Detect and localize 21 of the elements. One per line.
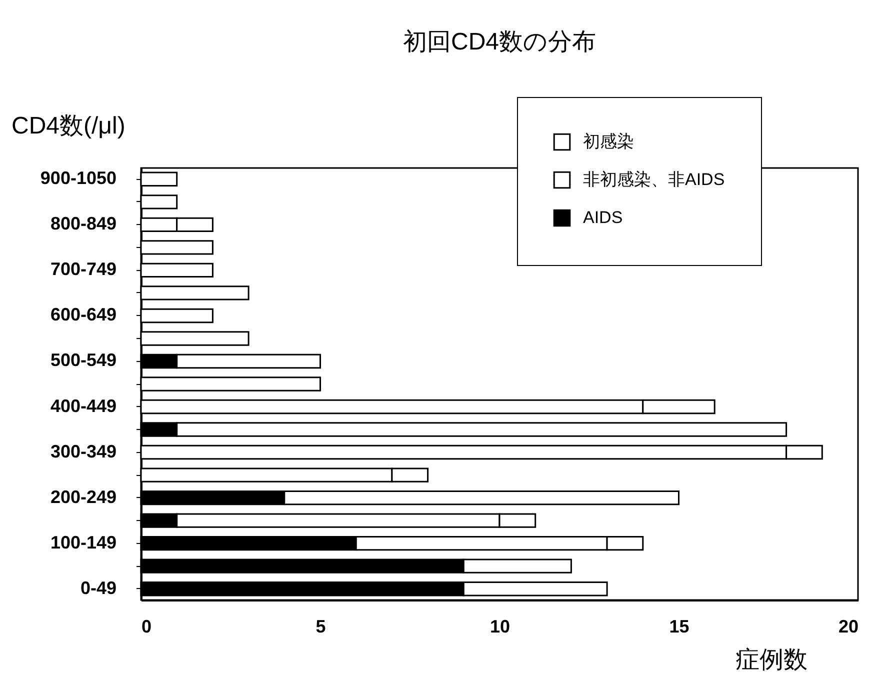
y-tick-label: 500-549	[50, 350, 116, 370]
x-tick-label: 15	[669, 616, 690, 636]
chart-title: 初回CD4数の分布	[402, 28, 596, 56]
y-tick-label: 400-449	[50, 396, 116, 416]
x-tick-label: 0	[142, 616, 152, 636]
y-tick-label: 0-49	[80, 578, 116, 598]
y-axis-title: CD4数(/μl)	[12, 112, 126, 140]
legend-label: 初感染	[583, 132, 634, 151]
y-tick-label: 600-649	[50, 304, 116, 325]
x-tick-label: 20	[838, 616, 858, 636]
y-tick-label: 200-249	[50, 486, 116, 507]
x-tick-label: 5	[316, 616, 326, 636]
y-tick-label: 700-749	[50, 259, 116, 280]
legend-label: AIDS	[583, 208, 623, 227]
y-tick-label: 900-1050	[40, 168, 116, 188]
x-tick-label: 10	[490, 616, 510, 636]
y-tick-label: 300-349	[50, 441, 116, 462]
y-tick-label: 100-149	[50, 532, 116, 552]
y-tick-label: 800-849	[50, 214, 116, 234]
legend-label: 非初感染、非AIDS	[583, 170, 725, 189]
x-axis-title: 症例数	[736, 646, 808, 674]
